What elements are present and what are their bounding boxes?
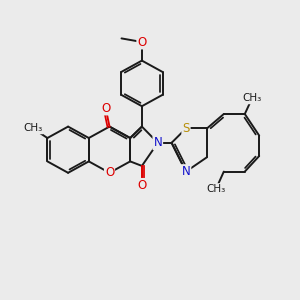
Text: CH₃: CH₃ xyxy=(206,184,226,194)
Text: N: N xyxy=(182,165,190,178)
Text: O: O xyxy=(137,179,146,192)
Text: O: O xyxy=(137,35,146,49)
Text: CH₃: CH₃ xyxy=(242,93,262,103)
Text: O: O xyxy=(101,101,110,115)
Text: S: S xyxy=(182,122,190,135)
Text: N: N xyxy=(153,136,162,149)
Text: CH₃: CH₃ xyxy=(23,123,43,134)
Text: O: O xyxy=(105,166,114,179)
